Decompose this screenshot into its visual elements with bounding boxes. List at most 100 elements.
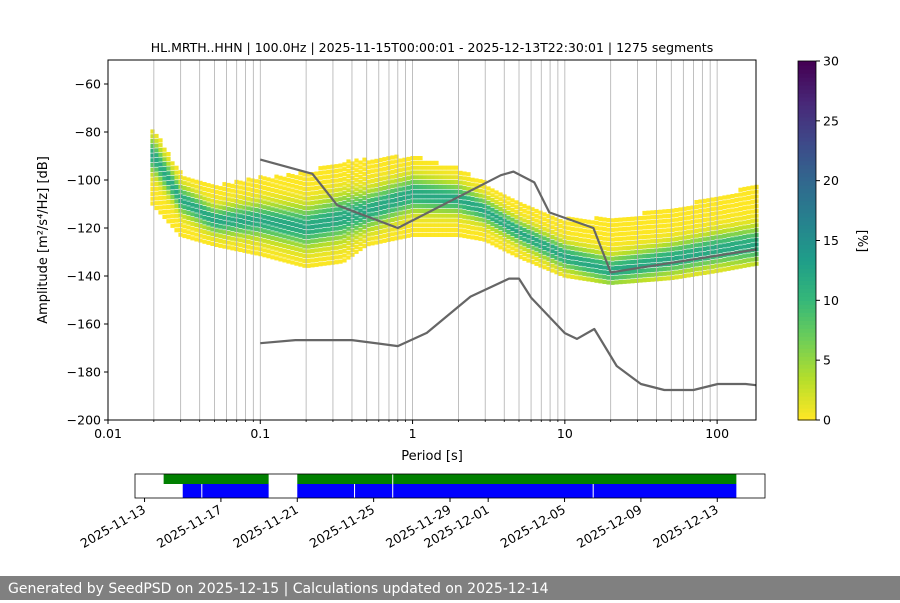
density-cell (346, 169, 351, 174)
density-cell (598, 260, 603, 265)
colorbar-segment (798, 288, 816, 293)
density-cell (302, 206, 307, 211)
y-axis: −200−180−160−140−120−100−80−60 (67, 77, 108, 428)
density-cell (610, 256, 615, 261)
density-cell (722, 257, 727, 262)
density-cell (446, 189, 451, 194)
density-cell (466, 234, 471, 239)
density-cell (570, 241, 575, 246)
density-cell (182, 219, 187, 224)
density-cell (226, 235, 231, 240)
density-cell (538, 215, 543, 220)
density-cell (710, 216, 715, 221)
density-cell (314, 253, 319, 258)
density-cell (694, 219, 699, 224)
density-cell (390, 155, 395, 160)
density-cell (290, 250, 295, 255)
density-cell (746, 191, 751, 196)
density-cell (462, 181, 467, 186)
density-cell (610, 275, 615, 281)
density-cell (394, 221, 399, 226)
density-cell (222, 220, 227, 225)
colorbar-segment (798, 116, 816, 122)
density-cell (398, 172, 403, 178)
density-cell (362, 181, 367, 186)
density-cell (206, 192, 211, 197)
density-cell (442, 232, 447, 237)
density-cell (598, 250, 603, 255)
density-cell (738, 211, 743, 216)
density-cell (274, 213, 279, 218)
density-cell (262, 248, 267, 253)
density-cell (746, 229, 751, 234)
density-cell (482, 237, 487, 242)
density-cell (310, 239, 315, 244)
density-cell (678, 217, 683, 222)
density-cell (650, 229, 655, 234)
density-cell (534, 261, 539, 266)
density-cell (730, 203, 735, 208)
density-cell (578, 266, 583, 271)
density-cell (742, 186, 747, 192)
density-cell (250, 207, 255, 212)
colorbar-segment (798, 61, 816, 66)
density-cell (618, 280, 623, 285)
density-cell (402, 162, 407, 167)
density-cell (690, 239, 695, 244)
density-cell (470, 211, 475, 216)
density-cell (322, 256, 327, 261)
density-cell (582, 271, 587, 277)
density-cell (330, 231, 335, 236)
density-cell (686, 220, 691, 225)
colorbar-segment (798, 416, 816, 421)
density-cell (550, 215, 555, 220)
density-cell (266, 249, 271, 254)
density-cell (370, 212, 375, 217)
density-cell (230, 207, 235, 212)
density-cell (686, 215, 691, 220)
density-cell (158, 210, 163, 215)
timeline-tick-label: 2025-12-09 (574, 502, 644, 551)
density-cell (678, 226, 683, 231)
density-cell (210, 193, 215, 198)
y-tick-label: −160 (67, 317, 101, 332)
density-cell (510, 198, 515, 203)
density-cell (698, 218, 703, 223)
density-cell (286, 211, 291, 216)
density-cell (406, 176, 411, 181)
density-cell (650, 210, 655, 215)
density-cell (730, 261, 735, 266)
density-cell (690, 210, 695, 215)
density-cell (726, 266, 731, 271)
density-cell (434, 165, 439, 170)
density-cell (378, 191, 383, 196)
density-cell (462, 214, 467, 219)
density-cell (442, 184, 447, 189)
density-cell (446, 170, 451, 175)
density-cell (434, 199, 439, 204)
density-cell (598, 231, 603, 236)
density-cell (166, 180, 171, 185)
density-cell (610, 251, 615, 257)
density-cell (154, 138, 159, 143)
density-cell (694, 209, 699, 214)
density-cell (666, 242, 671, 247)
density-cell (742, 230, 747, 235)
density-cell (578, 237, 583, 242)
density-cell (202, 201, 207, 206)
density-cell (510, 236, 515, 241)
density-cell (194, 179, 199, 184)
density-cell (534, 256, 539, 262)
density-cell (750, 195, 755, 200)
density-cell (482, 232, 487, 237)
density-cell (254, 188, 259, 193)
density-cell (702, 251, 707, 256)
density-cell (582, 233, 587, 238)
density-cell (458, 223, 463, 228)
density-cell (602, 241, 607, 246)
density-cell (186, 215, 191, 220)
density-cell (694, 204, 699, 209)
density-cell (394, 236, 399, 241)
colorbar-segment (798, 108, 816, 114)
density-cell (442, 170, 447, 175)
